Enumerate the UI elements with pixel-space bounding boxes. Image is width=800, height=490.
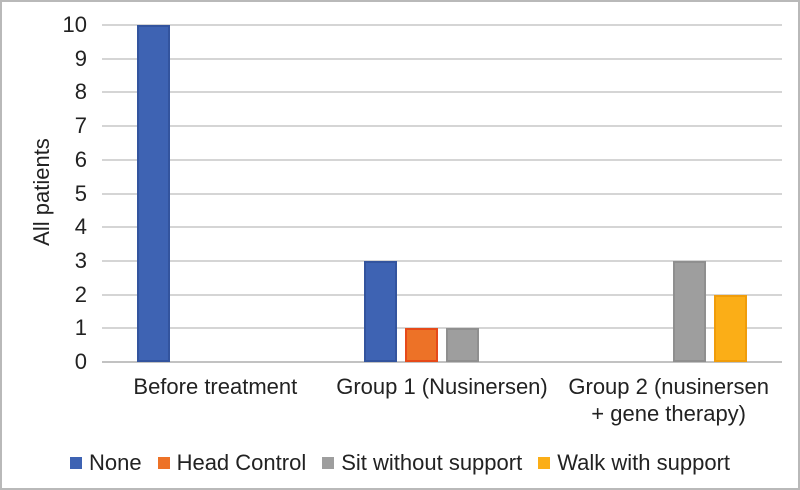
y-tick-label-10: 10 — [62, 12, 87, 37]
gridline — [102, 158, 782, 161]
gridline — [102, 259, 782, 262]
gridline — [102, 226, 782, 229]
legend-label: Walk with support — [557, 450, 731, 475]
gridline — [102, 57, 782, 60]
legend-label: Head Control — [176, 450, 307, 475]
bar-none-group-1-nusinersen — [364, 260, 397, 362]
legend-swatch-icon — [322, 457, 335, 469]
legend-item-none: None — [69, 450, 142, 476]
legend-item-head-control: Head Control — [157, 450, 307, 476]
bar-sit-without-support-group-1-nusinersen — [446, 328, 479, 362]
y-tick-label-6: 6 — [74, 146, 87, 172]
gridline — [102, 293, 782, 296]
y-tick-label-2: 2 — [74, 281, 87, 307]
legend-label: Sit without support — [341, 450, 523, 475]
legend-swatch-icon — [157, 457, 170, 469]
gridline — [102, 24, 782, 26]
x-category-label-group-1-nusinersen: Group 1 (Nusinersen) — [336, 374, 548, 399]
y-tick-label-4: 4 — [74, 214, 87, 240]
gridline — [102, 192, 782, 195]
plot-area: 0 1 2 3 4 5 6 7 8 9 10 — [63, 12, 782, 374]
bar-none-before-treatment — [137, 25, 171, 362]
y-tick-label-9: 9 — [74, 45, 87, 71]
x-category-label-before-treatment: Before treatment — [133, 374, 298, 399]
gridline — [102, 327, 782, 330]
legend: None Head Control Sit without support Walk … — [2, 448, 798, 478]
y-tick-label-0: 0 — [74, 349, 87, 374]
x-category-label-group-2-nusinersen: Group 2 (nusinersen + gene therapy) — [568, 374, 769, 426]
x-axis-category-labels: Before treatment Group 1 (Nusinersen) Grou… — [102, 373, 782, 433]
x-axis-line — [102, 361, 782, 363]
legend-swatch-icon — [538, 457, 551, 469]
legend-item-walk-with-support: Walk with support — [538, 450, 730, 476]
y-tick-label-5: 5 — [74, 180, 87, 206]
gridline — [102, 91, 782, 94]
bar-walk-with-support-group-2-nusinersen — [713, 294, 747, 362]
y-tick-label-3: 3 — [74, 247, 87, 273]
bar-sit-without-support-group-2-nusinersen — [672, 260, 706, 362]
legend-label: None — [88, 450, 142, 475]
y-tick-label-8: 8 — [74, 79, 87, 105]
legend-swatch-icon — [69, 457, 82, 469]
bar-head-control-group-1-nusinersen — [405, 328, 438, 362]
y-tick-label-7: 7 — [74, 113, 87, 139]
y-tick-label-1: 1 — [74, 315, 87, 341]
legend-item-sit-without-support: Sit without support — [322, 450, 522, 476]
gridline — [102, 125, 782, 128]
